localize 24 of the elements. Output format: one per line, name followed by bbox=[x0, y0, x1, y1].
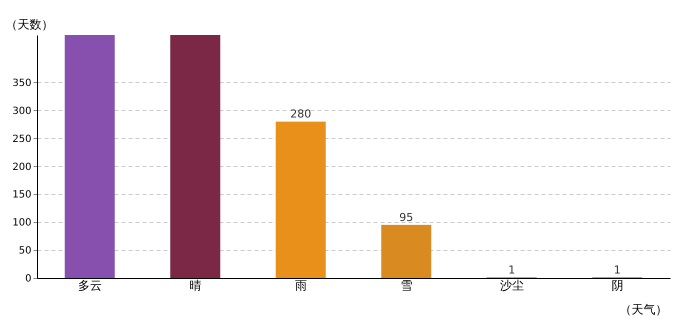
data-label: 280 bbox=[290, 108, 312, 121]
y-tick-label: 150 bbox=[12, 190, 32, 201]
y-tick-label: 350 bbox=[12, 78, 32, 89]
x-tick-label: 晴 bbox=[189, 278, 202, 292]
data-label: 95 bbox=[399, 210, 414, 224]
data-label: 1 bbox=[614, 263, 621, 276]
y-tick-label: 100 bbox=[12, 218, 32, 229]
bar bbox=[170, 35, 220, 278]
x-axis-title: （天气） bbox=[620, 302, 668, 316]
bar bbox=[276, 122, 326, 278]
x-tick-label: 阴 bbox=[611, 278, 624, 292]
y-tick-label: 50 bbox=[18, 246, 32, 257]
x-tick-label: 沙尘 bbox=[500, 278, 524, 292]
bar bbox=[381, 224, 432, 278]
data-label: 1 bbox=[508, 263, 516, 276]
y-axis-title: （天数） bbox=[6, 18, 54, 32]
y-tick-label: 250 bbox=[12, 134, 32, 145]
x-tick-label: 多云 bbox=[78, 278, 102, 292]
bar bbox=[64, 35, 115, 278]
y-tick-label: 200 bbox=[12, 162, 32, 173]
y-tick-label: 0 bbox=[25, 274, 32, 284]
y-tick-label: 300 bbox=[12, 106, 32, 117]
x-tick-label: 雪 bbox=[400, 278, 412, 292]
x-tick-label: 雨 bbox=[294, 278, 307, 292]
